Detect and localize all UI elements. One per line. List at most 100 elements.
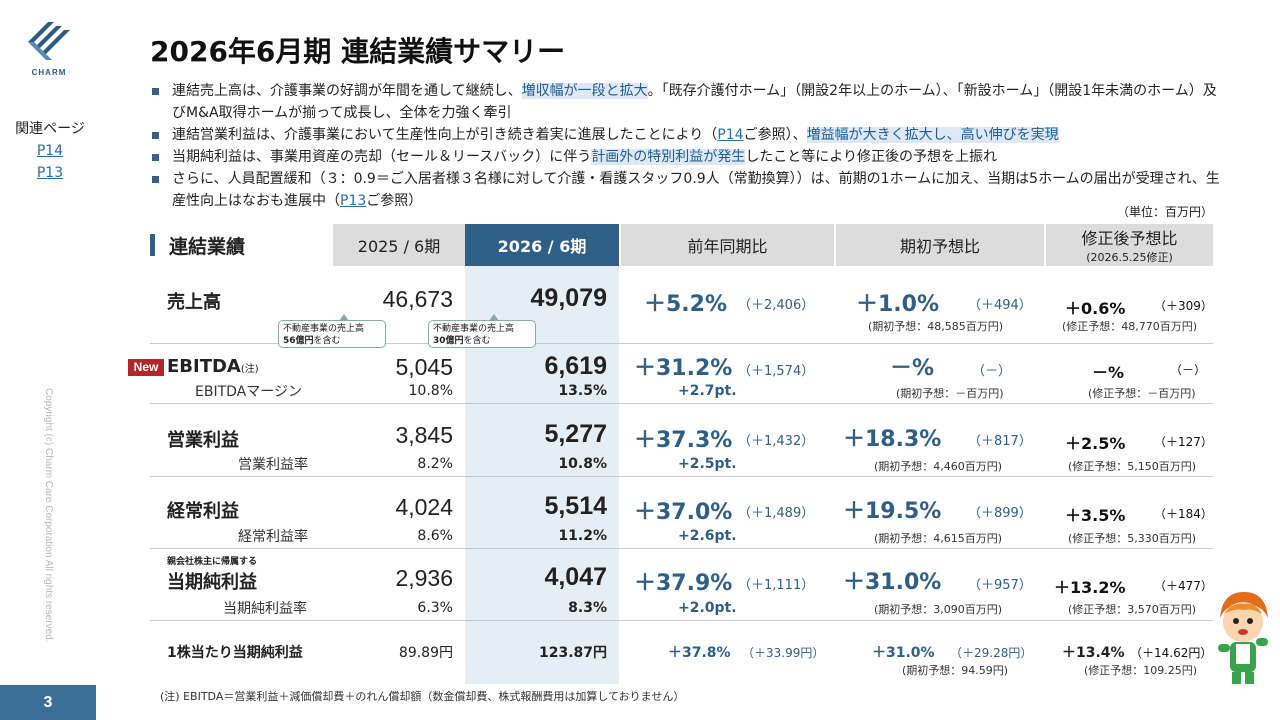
callout-prev-real-estate: 不動産事業の売上高 56億円を含む [278, 314, 386, 348]
net-margin-prev: 6.3% [417, 600, 453, 616]
row-label-net-income: 当期純利益 [167, 572, 257, 593]
sales-rev-note: (修正予想：48,770百万円) [1062, 320, 1198, 333]
ebitda-rev-note: (修正予想：－百万円) [1088, 387, 1196, 400]
ord-plan-diff: （＋899） [968, 506, 1032, 521]
ord-margin-prev: 8.6% [417, 528, 453, 544]
sublabel-ord-margin: 経常利益率 [238, 529, 308, 545]
sublabel-ebitda-margin: EBITDAマージン [195, 384, 302, 400]
company-logo: CHARM [22, 18, 76, 80]
table-section-label: 連結業績 [150, 224, 333, 266]
sublabel-op-margin: 営業利益率 [238, 457, 308, 473]
mascot-icon [1218, 592, 1268, 684]
sales-plan-note: (期初予想：48,585百万円) [868, 320, 1004, 333]
sales-rev-diff: （＋309） [1154, 299, 1213, 313]
callout-cur-real-estate: 不動産事業の売上高 30億円を含む [428, 314, 536, 348]
sales-current: 49,079 [530, 284, 607, 312]
sales-vs-revised: ＋0.6% [1065, 299, 1126, 318]
net-margin-current: 8.3% [568, 600, 607, 616]
ord-margin-current: 11.2% [558, 528, 607, 544]
bullet-net-income: 当期純利益は、事業用資産の売却（セール＆リースバック）に伴う計画外の特別利益が発… [150, 146, 1230, 168]
eps-rev-note: (修正予想：109.25円) [1084, 664, 1198, 677]
eps-vs-plan: ＋31.0% [872, 645, 935, 661]
row-label-net-small: 親会社株主に帰属する [167, 557, 258, 567]
summary-bullets: 連結売上高は、介護事業の好調が年間を通して継続し、増収幅が一段と拡大。「既存介護… [150, 80, 1230, 212]
ord-vs-revised: ＋3.5% [1065, 506, 1126, 525]
ebitda-margin-current: 13.5% [558, 383, 607, 399]
op-margin-prev: 8.2% [417, 456, 453, 472]
op-vs-plan: ＋18.3% [843, 427, 942, 452]
bullet-staffing: さらに、人員配置緩和（３：0.9＝ご入居者様３名様に対して介護・看護スタッフ0.… [150, 168, 1230, 212]
related-link-p14[interactable]: P14 [36, 143, 64, 159]
net-vs-plan: ＋31.0% [843, 570, 942, 595]
related-pages: 関連ページ P14 P13 [10, 118, 90, 184]
net-yoy-diff: （＋1,111） [738, 578, 815, 593]
net-prev: 2,936 [395, 565, 453, 591]
ebitda-margin-prev: 10.8% [408, 383, 453, 399]
footnote: (注) EBITDA＝営業利益＋減価償却費＋のれん償却額（数金償却費、株式報酬費… [160, 690, 685, 703]
unit-label: （単位：百万円） [1117, 205, 1214, 219]
ebitda-vs-revised: －% [1092, 363, 1125, 382]
highlight-text: 増収幅が一段と拡大 [521, 83, 648, 99]
header-vs-plan: 期初予想比 [836, 224, 1044, 266]
row-label-operating-profit: 営業利益 [167, 430, 239, 451]
ebitda-plan-diff: （－） [972, 364, 1012, 379]
net-plan-diff: （＋957） [968, 578, 1032, 593]
eps-current: 123.87円 [538, 645, 607, 661]
highlight-text: 計画外の特別利益が発生 [591, 149, 746, 165]
ebitda-current: 6,619 [544, 352, 607, 380]
inline-link-p13[interactable]: P13 [340, 193, 367, 209]
op-vs-revised: ＋2.5% [1065, 434, 1126, 453]
row-divider [150, 403, 1213, 404]
op-margin-current: 10.8% [558, 456, 607, 472]
ebitda-plan-note: (期初予想：－百万円) [896, 387, 1004, 400]
row-label-sales: 売上高 [167, 292, 221, 313]
related-link-p13[interactable]: P13 [36, 165, 64, 181]
ord-yoy: ＋37.0% [634, 500, 733, 525]
op-rev-diff: （＋127） [1154, 435, 1213, 449]
net-rev-diff: （＋477） [1154, 579, 1213, 593]
ord-yoy-pt: +2.6pt. [678, 528, 737, 544]
ebitda-vs-plan: －% [890, 356, 935, 381]
sales-vs-plan: ＋1.0% [856, 292, 940, 317]
net-vs-revised: ＋13.2% [1054, 578, 1126, 597]
op-current: 5,277 [544, 420, 607, 448]
brand-name: CHARM [31, 68, 67, 77]
eps-vs-revised: ＋13.4% [1062, 645, 1125, 661]
op-yoy: ＋37.3% [634, 428, 733, 453]
bullet-sales: 連結売上高は、介護事業の好調が年間を通して継続し、増収幅が一段と拡大。「既存介護… [150, 80, 1230, 124]
highlight-text: 増益幅が大きく拡大し、高い伸びを実現 [806, 127, 1059, 143]
ebitda-yoy: ＋31.2% [634, 356, 733, 381]
page-number: 3 [0, 685, 96, 720]
ord-yoy-diff: （＋1,489） [738, 506, 815, 521]
eps-yoy-diff: （＋33.99円） [742, 646, 825, 660]
row-label-ebitda: EBITDA(注) [167, 356, 259, 377]
op-yoy-diff: （＋1,432） [738, 434, 815, 449]
results-table: 連結業績 2025 / 6期 2026 / 6期 前年同期比 期初予想比 修正後… [150, 224, 1213, 684]
copyright-vertical: Copyright (c) Charm Care Corporation All… [43, 388, 54, 643]
new-badge: New [128, 359, 164, 376]
inline-link-p14[interactable]: P14 [717, 127, 744, 143]
bullet-operating-profit: 連結営業利益は、介護事業において生産性向上が引き続き着実に進展したことにより（P… [150, 124, 1230, 146]
sublabel-net-margin: 当期純利益率 [223, 601, 307, 617]
sales-yoy: ＋5.2% [644, 292, 728, 317]
sales-plan-diff: （＋494） [968, 298, 1032, 313]
ord-vs-plan: ＋19.5% [843, 499, 942, 524]
net-yoy: ＋37.9% [634, 571, 733, 596]
row-label-ordinary-profit: 経常利益 [167, 501, 239, 522]
op-plan-note: (期初予想：4,460百万円) [874, 460, 1003, 473]
op-yoy-pt: +2.5pt. [678, 456, 737, 472]
net-plan-note: (期初予想：3,090百万円) [874, 603, 1003, 616]
related-label: 関連ページ [15, 121, 85, 137]
eps-plan-note: (期初予想：94.59円) [902, 664, 1009, 677]
sales-yoy-diff: （＋2,406） [738, 298, 815, 313]
header-prev-year: 2025 / 6期 [333, 224, 465, 266]
eps-rev-diff: （＋14.62円） [1130, 646, 1213, 660]
sales-prev: 46,673 [382, 286, 453, 312]
row-divider [150, 476, 1213, 477]
op-prev: 3,845 [395, 422, 453, 448]
row-label-eps: 1株当たり当期純利益 [167, 645, 303, 661]
header-yoy: 前年同期比 [621, 224, 834, 266]
net-yoy-pt: +2.0pt. [678, 600, 737, 616]
logo-mark-icon [28, 22, 70, 60]
eps-plan-diff: （＋29.28円） [950, 646, 1033, 660]
